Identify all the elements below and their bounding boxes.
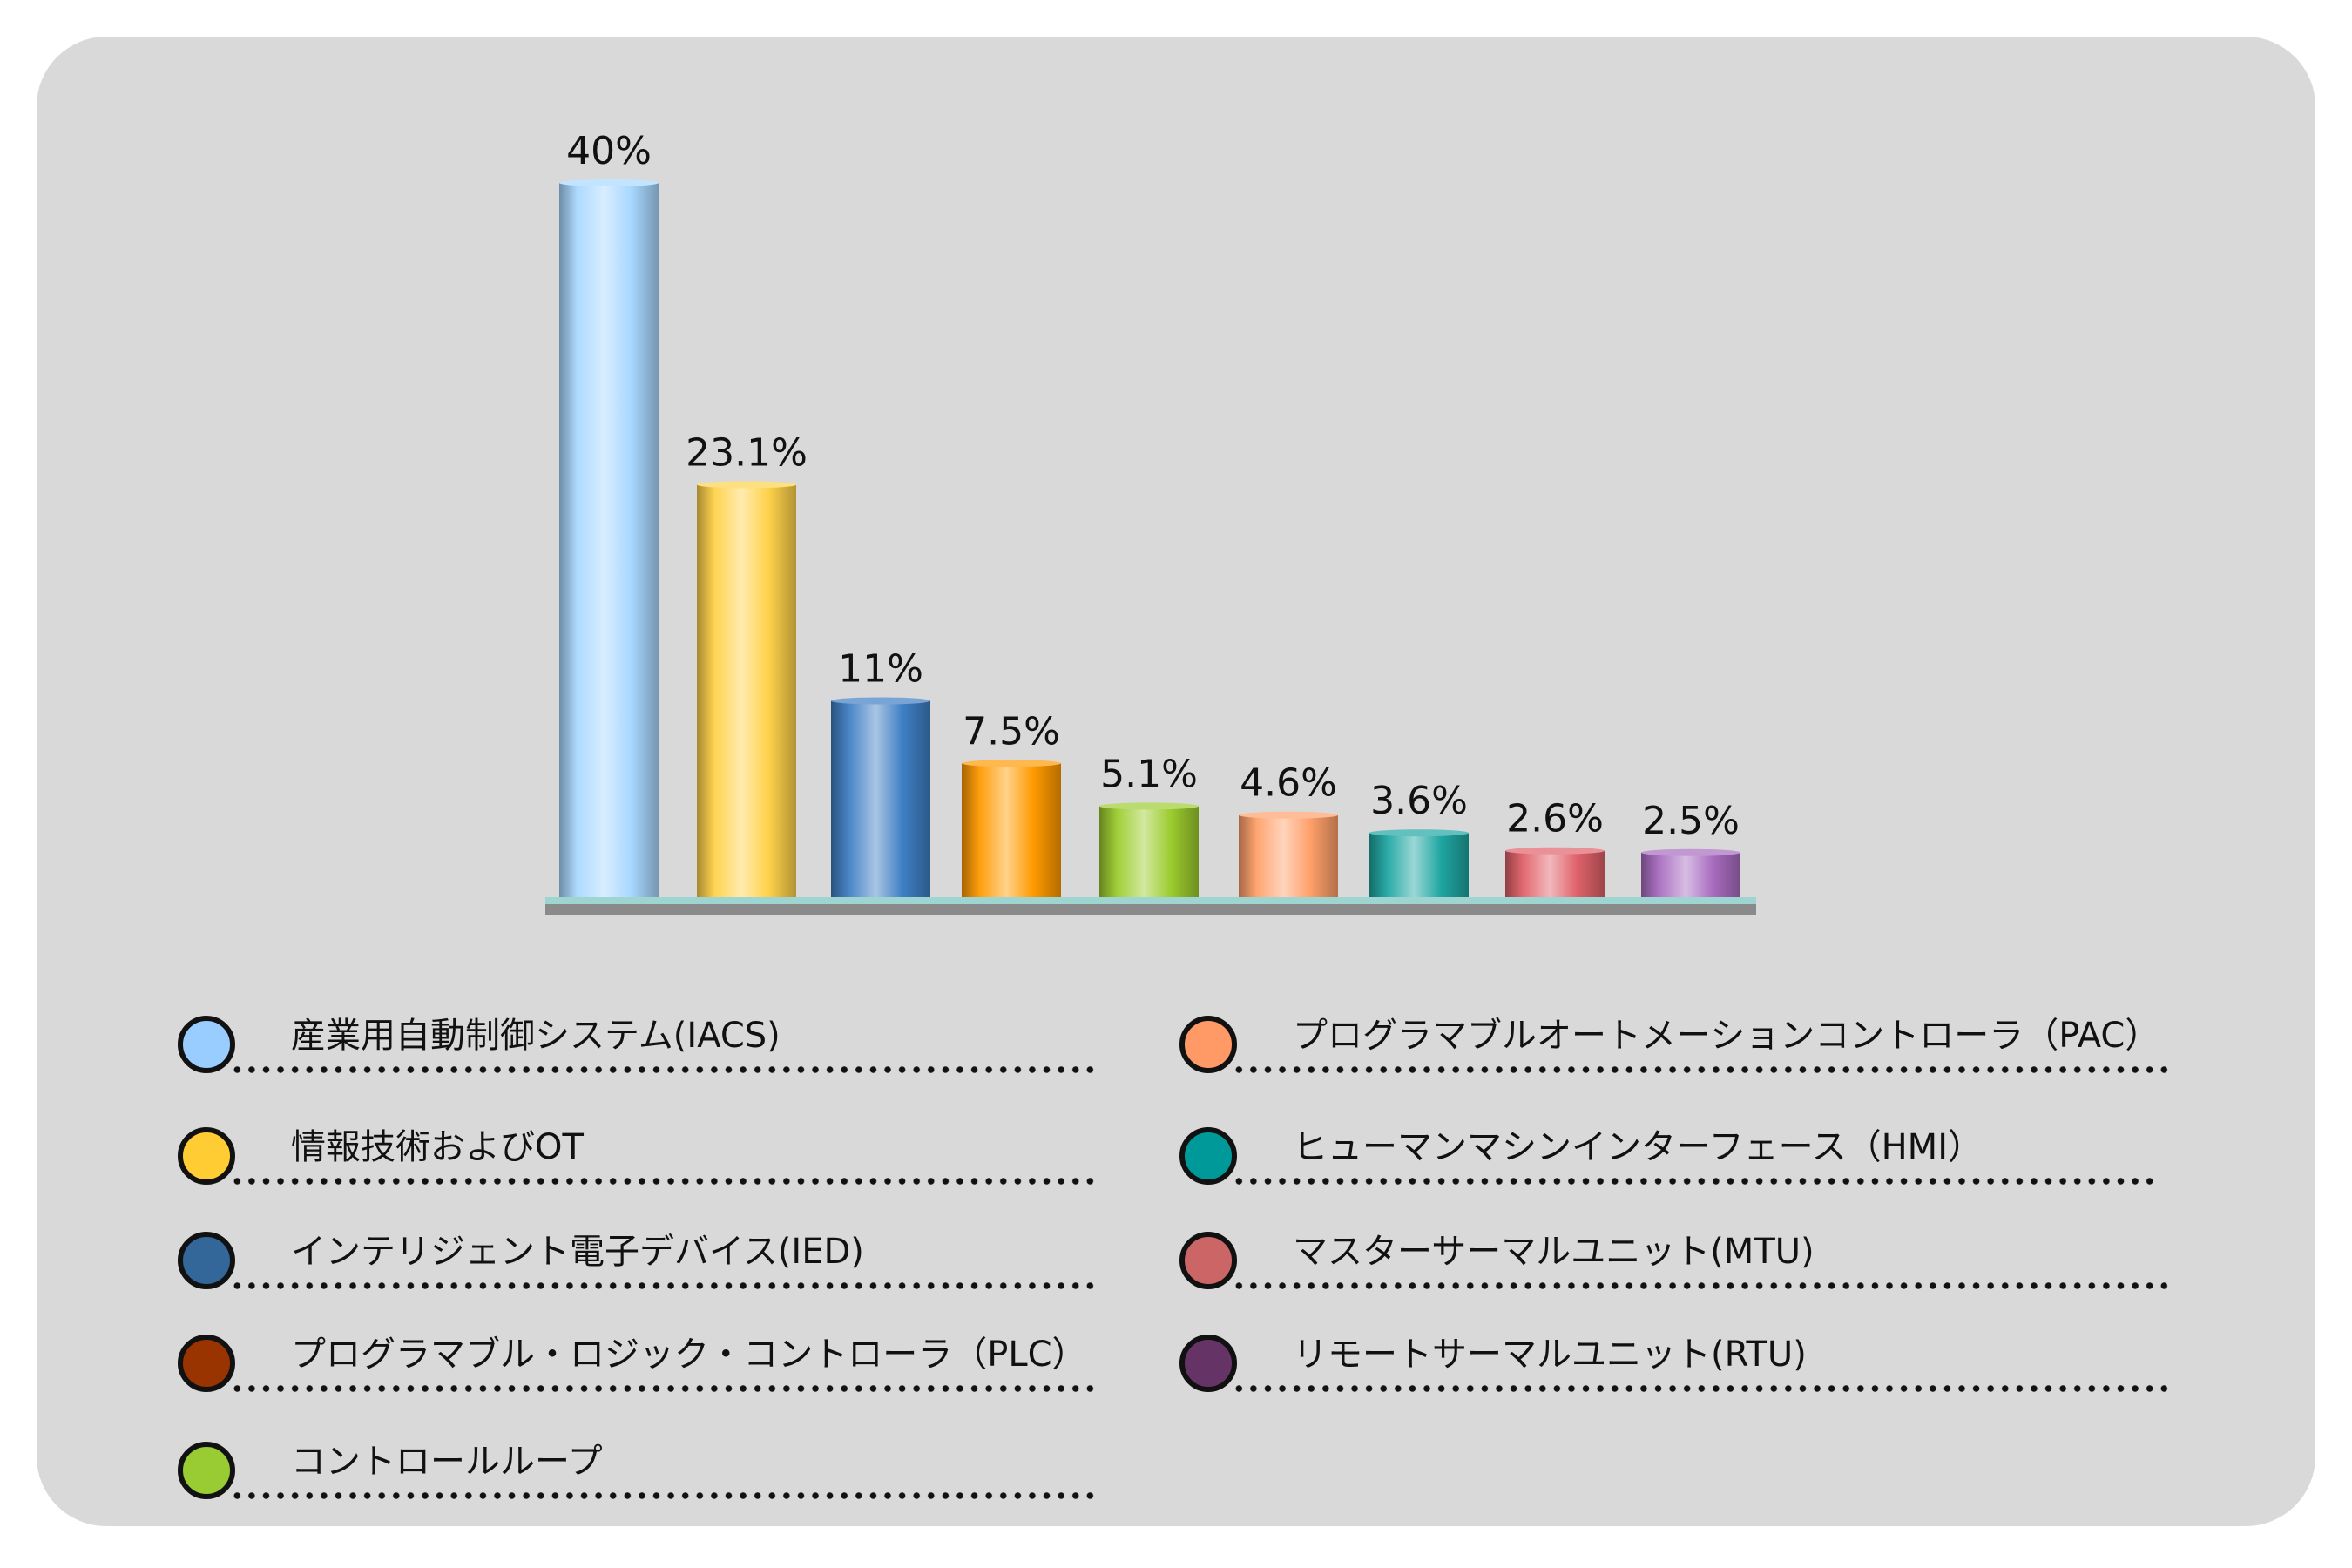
legend-swatch-2 bbox=[178, 1127, 235, 1185]
chart-panel bbox=[37, 37, 2315, 1526]
legend-swatch-5 bbox=[178, 1442, 235, 1499]
legend-label-9: リモートサーマルユニット(RTU) bbox=[1293, 1335, 1807, 1375]
legend-label-1: 産業用自動制御システム(IACS) bbox=[291, 1016, 781, 1056]
bars-group bbox=[559, 179, 1740, 897]
legend-swatch-7 bbox=[1179, 1127, 1237, 1185]
legend-dotted-leader-2 bbox=[230, 1178, 1101, 1185]
legend-item-2: 情報技術およびOT bbox=[178, 1127, 1119, 1197]
bar-cap-4 bbox=[962, 760, 1061, 767]
bar-9 bbox=[1641, 852, 1740, 897]
legend-label-3: インテリジェント電子デバイス(IED) bbox=[291, 1232, 864, 1272]
legend-dotted-leader-4 bbox=[230, 1385, 1101, 1392]
legend-dotted-leader-3 bbox=[230, 1282, 1101, 1289]
bar-8 bbox=[1505, 850, 1605, 897]
legend-label-6: プログラマブルオートメーションコントローラ（PAC） bbox=[1293, 1016, 2160, 1056]
legend-label-7: ヒューマンマシンインターフェース（HMI） bbox=[1293, 1127, 1983, 1167]
bar-cap-1 bbox=[559, 179, 659, 186]
bar-cap-8 bbox=[1505, 847, 1605, 855]
value-label-7: 3.6% bbox=[1370, 779, 1468, 823]
value-label-3: 11% bbox=[838, 647, 923, 692]
value-labels-group: 40% 23.1% 11% 7.5% 5.1% 4.6% 3.6% 2.6% 2.5% bbox=[566, 129, 1740, 843]
legend-item-6: プログラマブルオートメーションコントローラ（PAC） bbox=[1179, 1016, 2190, 1085]
bar-7 bbox=[1369, 833, 1469, 897]
legend-dotted-leader-8 bbox=[1232, 1282, 2173, 1289]
legend-swatch-1 bbox=[178, 1016, 235, 1073]
legend-dotted-leader-1 bbox=[230, 1066, 1101, 1073]
legend-item-5: コントロールループ bbox=[178, 1442, 1119, 1511]
legend-dotted-leader-5 bbox=[230, 1492, 1101, 1499]
legend-dotted-leader-6 bbox=[1232, 1066, 2173, 1073]
legend-dotted-leader-9 bbox=[1232, 1385, 2173, 1392]
legend-swatch-8 bbox=[1179, 1232, 1237, 1289]
bar-5 bbox=[1099, 806, 1199, 897]
bar-2 bbox=[697, 484, 796, 897]
legend-label-8: マスターサーマルユニット(MTU) bbox=[1293, 1232, 1815, 1272]
legend-swatch-9 bbox=[1179, 1335, 1237, 1392]
value-label-5: 5.1% bbox=[1100, 752, 1198, 796]
bar-1 bbox=[559, 183, 659, 897]
legend-swatch-6 bbox=[1179, 1016, 1237, 1073]
legend-item-9: リモートサーマルユニット(RTU) bbox=[1179, 1335, 2190, 1404]
bar-cap-9 bbox=[1641, 848, 1740, 856]
bar-cap-7 bbox=[1369, 829, 1469, 837]
legend-item-8: マスターサーマルユニット(MTU) bbox=[1179, 1232, 2190, 1301]
bar-6 bbox=[1239, 814, 1338, 897]
bar-cap-3 bbox=[831, 697, 930, 705]
legend-label-4: プログラマブル・ロジック・コントローラ（PLC） bbox=[291, 1335, 1087, 1375]
value-label-8: 2.6% bbox=[1506, 797, 1604, 841]
legend-item-3: インテリジェント電子デバイス(IED) bbox=[178, 1232, 1119, 1301]
legend-item-1: 産業用自動制御システム(IACS) bbox=[178, 1016, 1119, 1085]
bar-cap-2 bbox=[697, 481, 796, 489]
bar-3 bbox=[831, 700, 930, 897]
chart-baseline-shadow bbox=[545, 904, 1756, 915]
bar-4 bbox=[962, 763, 1061, 897]
legend-swatch-4 bbox=[178, 1335, 235, 1392]
bar-cap-5 bbox=[1099, 802, 1199, 810]
value-label-2: 23.1% bbox=[686, 430, 808, 475]
legend-label-2: 情報技術およびOT bbox=[291, 1127, 584, 1167]
chart-baseline-top bbox=[545, 897, 1756, 904]
legend-item-4: プログラマブル・ロジック・コントローラ（PLC） bbox=[178, 1335, 1119, 1404]
legend-dotted-leader-7 bbox=[1232, 1178, 2155, 1185]
legend-label-5: コントロールループ bbox=[291, 1442, 603, 1482]
legend-item-7: ヒューマンマシンインターフェース（HMI） bbox=[1179, 1127, 2173, 1197]
legend-swatch-3 bbox=[178, 1232, 235, 1289]
value-label-1: 40% bbox=[566, 129, 652, 173]
value-label-6: 4.6% bbox=[1240, 761, 1337, 806]
value-label-4: 7.5% bbox=[963, 709, 1060, 754]
bar-cap-6 bbox=[1239, 811, 1338, 819]
value-label-9: 2.5% bbox=[1642, 799, 1740, 843]
